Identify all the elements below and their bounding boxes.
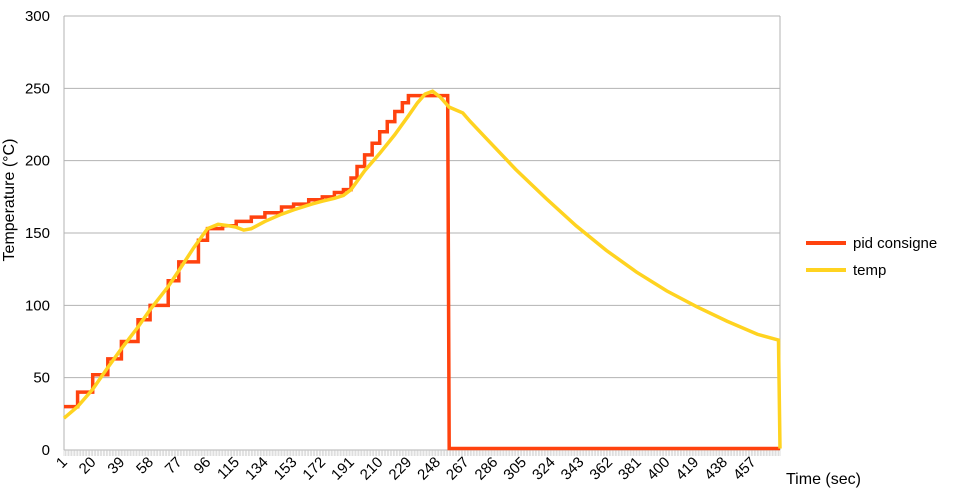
- legend: pid consigne temp: [806, 235, 937, 279]
- x-tick-label: 362: [586, 454, 616, 484]
- x-tick-label: 210: [357, 454, 387, 484]
- x-tick-label: 58: [133, 454, 157, 478]
- grid-layer: [63, 15, 781, 451]
- x-tick-label: 343: [558, 454, 588, 484]
- x-tick-label: 286: [472, 454, 502, 484]
- x-tick-label: 20: [76, 454, 100, 478]
- x-tick-label: 191: [328, 454, 358, 484]
- legend-item-temp: temp: [806, 262, 886, 279]
- series-line-pid-consigne: [64, 93, 780, 451]
- y-axis-title: Temperature (°C): [1, 139, 18, 262]
- axis-layer: 0 50 100 150 200 250 300 1 20 39 58 77 96 11513415317…: [25, 8, 781, 484]
- series-layer: [62, 89, 782, 451]
- x-tick-label: 172: [299, 454, 329, 484]
- x-tick-label: 248: [414, 454, 444, 484]
- y-tick-label: 50: [33, 370, 50, 387]
- legend-label-temp: temp: [853, 262, 886, 279]
- y-tick-label: 100: [25, 297, 50, 314]
- y-tick-label: 150: [25, 225, 50, 242]
- x-tick-label: 96: [191, 454, 215, 478]
- y-tick-label: 300: [25, 8, 50, 25]
- x-tick-label: 153: [271, 454, 301, 484]
- x-tick-label: 324: [529, 454, 559, 484]
- y-tick-label: 200: [25, 153, 50, 170]
- x-tick-label: 77: [162, 454, 186, 478]
- legend-item-pid-consigne: pid consigne: [806, 235, 937, 252]
- x-tick-label: 229: [386, 454, 416, 484]
- x-tick-label: 457: [730, 454, 760, 484]
- x-tick-label: 134: [242, 454, 272, 484]
- x-axis-title: Time (sec): [786, 471, 861, 488]
- x-tick-label: 438: [701, 454, 731, 484]
- x-tick-label: 39: [104, 454, 128, 478]
- x-tick-label: 400: [644, 454, 674, 484]
- legend-label-pid-consigne: pid consigne: [853, 235, 937, 252]
- x-tick-label: 115: [214, 454, 243, 483]
- x-tick-label: 1: [53, 454, 71, 472]
- x-tick-label: 381: [615, 454, 645, 484]
- x-minor-ticks: [63, 450, 781, 456]
- x-tick-label: 305: [500, 454, 530, 484]
- x-tick-label: 419: [673, 454, 703, 484]
- y-tick-label: 250: [25, 80, 50, 97]
- series-line-temp: [62, 89, 782, 449]
- x-tick-label: 267: [443, 454, 473, 484]
- y-tick-label: 0: [42, 442, 50, 459]
